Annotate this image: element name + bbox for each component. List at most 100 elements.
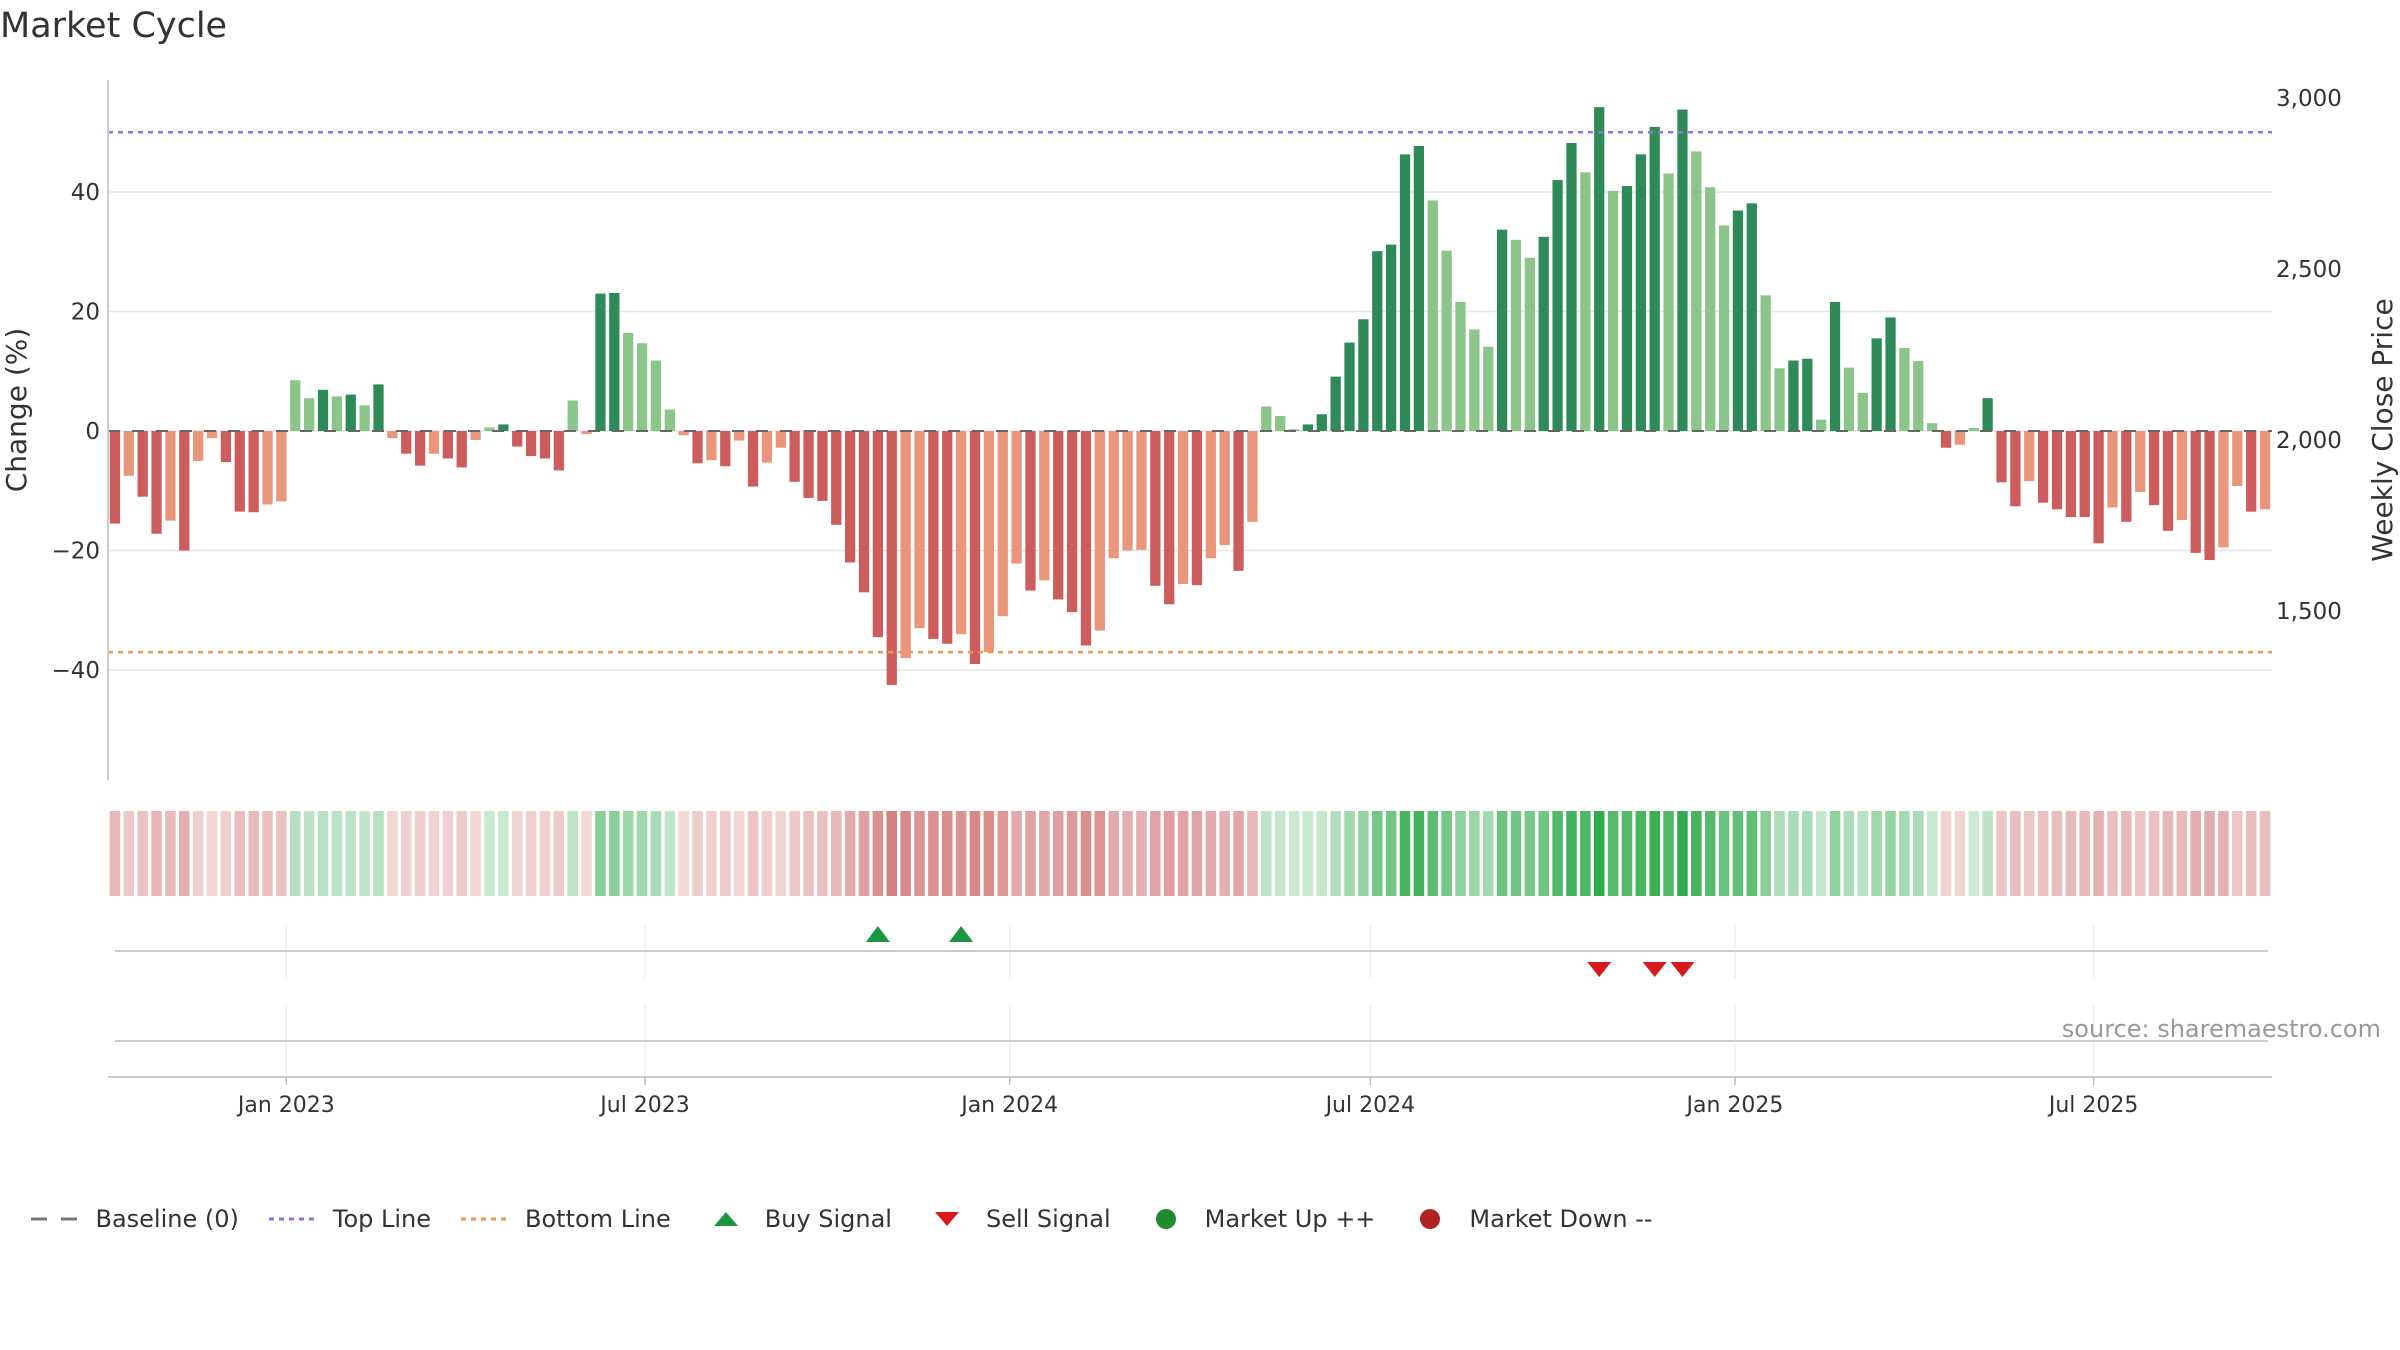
bar xyxy=(623,333,634,431)
bar xyxy=(1386,244,1397,431)
legend-label: Market Up ++ xyxy=(1204,1205,1376,1233)
heatmap-cell xyxy=(844,811,856,896)
heatmap-cell xyxy=(1524,811,1536,896)
heatmap-cell xyxy=(1469,811,1480,896)
heatmap-cell xyxy=(997,811,1009,896)
heatmap-cell xyxy=(442,811,454,896)
bar xyxy=(1455,301,1466,431)
bar xyxy=(1136,431,1147,550)
heatmap-cell xyxy=(2176,811,2188,896)
bar xyxy=(2259,431,2271,510)
legend-item[interactable]: Buy Signal xyxy=(697,1205,892,1233)
heatmap-cell xyxy=(1066,811,1078,896)
heatmap-cell xyxy=(1025,811,1036,896)
heatmap-cell xyxy=(2218,811,2229,896)
heatmap-cell xyxy=(109,811,121,896)
bar xyxy=(1177,431,1189,584)
bar xyxy=(914,431,925,629)
heatmap-cell xyxy=(761,811,773,896)
bar xyxy=(248,431,259,513)
heatmap-cell xyxy=(1385,811,1397,896)
heatmap-cell xyxy=(414,811,426,896)
legend-item[interactable]: Market Down -- xyxy=(1401,1205,1653,1233)
legend-label: Buy Signal xyxy=(764,1205,892,1233)
heatmap-cell xyxy=(539,811,551,896)
bar xyxy=(1927,423,1938,431)
x-tick-label: Jan 2025 xyxy=(1685,1093,1784,1118)
heatmap-cell xyxy=(928,811,939,896)
bar xyxy=(1191,431,1203,586)
legend-item[interactable]: Baseline (0) xyxy=(27,1205,239,1233)
legend-item[interactable]: Bottom Line xyxy=(457,1205,671,1233)
bar xyxy=(1496,229,1508,431)
bar xyxy=(1705,187,1716,431)
bar xyxy=(595,293,606,431)
x-tick-label: Jul 2025 xyxy=(2047,1093,2139,1118)
heatmap-cell xyxy=(345,811,357,896)
heatmap-cell xyxy=(2093,811,2104,896)
bar xyxy=(1413,145,1425,431)
heatmap-cell xyxy=(1538,811,1550,896)
heatmap-cell xyxy=(595,811,606,896)
heatmap-cell xyxy=(137,811,148,896)
heatmap-cell xyxy=(1760,811,1771,896)
axis-layer: 40 20 0 −20 −40 Change (%) 3,000 2,500 2,000 1,50… xyxy=(0,80,2399,780)
legend-label: Sell Signal xyxy=(985,1205,1111,1233)
bar xyxy=(1649,126,1660,431)
bar xyxy=(1205,431,1216,559)
heatmap-cell xyxy=(2245,811,2257,896)
y2-tick-label: 2,000 xyxy=(2276,428,2342,454)
bar xyxy=(845,431,856,563)
bar xyxy=(165,431,176,521)
bar xyxy=(137,431,148,497)
heatmap-cell xyxy=(1094,811,1106,896)
bar xyxy=(900,431,911,659)
bar xyxy=(539,431,551,459)
heatmap-cell xyxy=(692,811,703,896)
bar xyxy=(1691,151,1702,431)
heatmap-cell xyxy=(1052,811,1064,896)
bar xyxy=(581,431,592,434)
bar xyxy=(664,409,675,431)
heatmap-cell xyxy=(179,811,190,896)
bar xyxy=(858,431,870,593)
x-tick-label: Jul 2024 xyxy=(1324,1093,1416,1118)
dot-line-icon xyxy=(461,1217,512,1221)
legend-item[interactable]: Sell Signal xyxy=(918,1205,1111,1233)
heatmap-cell xyxy=(900,811,911,896)
bar xyxy=(414,431,426,466)
heatmap-cell xyxy=(969,811,981,896)
heatmap-cell xyxy=(1177,811,1189,896)
heatmap-cell xyxy=(1815,811,1827,896)
heatmap-cell xyxy=(1330,811,1341,896)
x-axis: Jan 2023 Jul 2023 Jan 2024 Jul 2024 Jan 2025… xyxy=(108,1076,2272,1118)
bar xyxy=(1607,190,1619,431)
legend-item[interactable]: Top Line xyxy=(265,1205,431,1233)
circle-icon xyxy=(1420,1209,1441,1229)
heatmap-cell xyxy=(192,811,204,896)
legend-item[interactable]: Market Up ++ xyxy=(1137,1205,1376,1233)
bar xyxy=(886,431,897,685)
heatmap-cell xyxy=(1510,811,1522,896)
heatmap-cell xyxy=(1482,811,1494,896)
heatmap-cell xyxy=(1108,811,1119,896)
bar xyxy=(1663,173,1674,432)
heatmap-cell xyxy=(1302,811,1314,896)
heatmap-cell xyxy=(317,811,329,896)
heatmap-cell xyxy=(1399,811,1411,896)
bars-layer xyxy=(109,107,2271,685)
x-tick-label: Jul 2023 xyxy=(598,1093,690,1118)
bar xyxy=(872,431,884,638)
y-tick-label: 0 xyxy=(85,419,100,445)
bar xyxy=(2010,431,2021,507)
y-tick-label: −40 xyxy=(51,658,100,684)
bar xyxy=(1441,250,1452,431)
bar xyxy=(1358,319,1369,431)
bar xyxy=(1427,200,1438,431)
heatmap-cell xyxy=(1885,811,1896,896)
bar xyxy=(1968,428,1979,431)
heatmap-cell xyxy=(498,811,509,896)
bar xyxy=(1150,431,1161,586)
bar xyxy=(969,431,981,665)
